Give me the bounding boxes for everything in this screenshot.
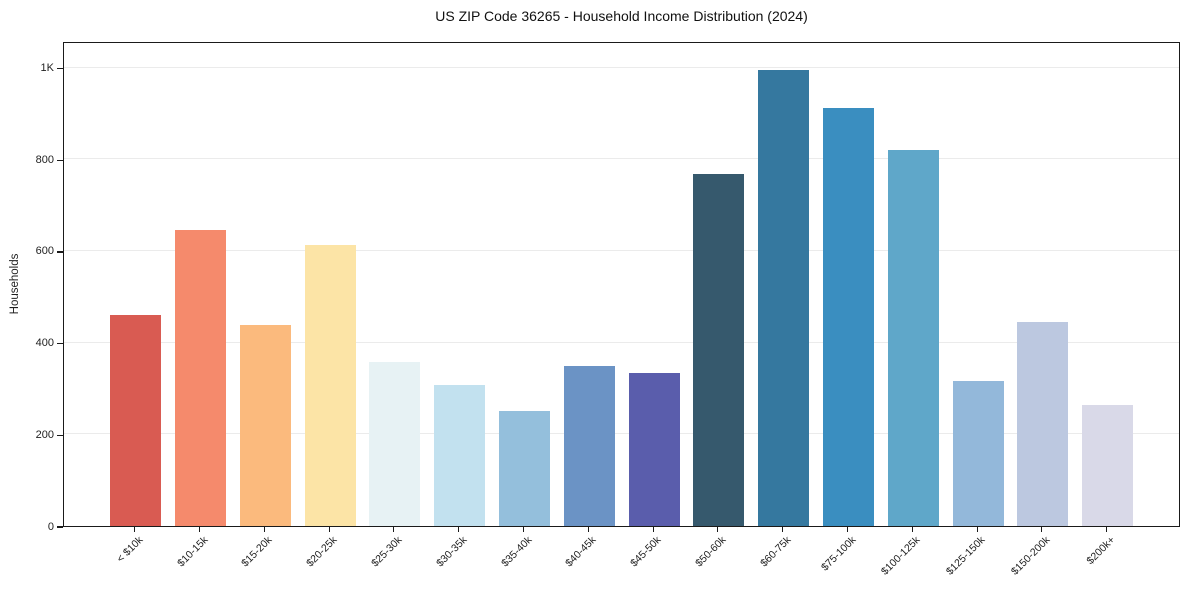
y-tick-label-1K: 1K	[40, 62, 54, 75]
y-tick-label-800: 800	[35, 153, 54, 166]
bar-$60-75k	[758, 69, 810, 526]
bar-$150-200k	[1017, 322, 1069, 526]
bar-$45-50k	[628, 372, 680, 526]
x-tick-mark-$75-100k	[846, 527, 849, 532]
x-tick-mark-$20-25k	[328, 527, 330, 532]
x-tick-mark-$35-40k	[522, 527, 525, 532]
bar-$20-25k	[304, 245, 356, 526]
x-tick-mark-$200k+	[1106, 527, 1108, 532]
y-tick-label-400: 400	[35, 337, 54, 350]
x-tick-label-< $10k: < $10k	[114, 534, 146, 565]
y-tick-label-600: 600	[35, 245, 54, 258]
bar-$25-30k	[369, 361, 421, 526]
bar-$125-150k	[952, 381, 1004, 526]
plot-area	[63, 42, 1180, 527]
x-tick-mark-$45-50k	[652, 527, 654, 532]
chart-title: US ZIP Code 36265 - Household Income Dis…	[435, 8, 808, 24]
bar-$75-100k	[823, 107, 874, 526]
y-tick-mark-600	[57, 251, 63, 253]
x-tick-mark-$15-20k	[263, 527, 265, 532]
gridline-800	[64, 158, 1179, 160]
x-tick-mark-$30-35k	[458, 527, 460, 532]
x-tick-mark-$150-200k	[1041, 527, 1043, 532]
x-tick-mark-$50-60k	[717, 527, 719, 532]
x-tick-mark-$125-150k	[976, 527, 978, 532]
y-axis-label: Households	[9, 253, 21, 315]
gridline-1K	[64, 66, 1179, 68]
y-tick-mark-1K	[57, 68, 63, 70]
y-tick-mark-800	[57, 159, 63, 161]
x-tick-mark-$100-125k	[911, 527, 913, 532]
bar-$30-35k	[434, 384, 486, 526]
y-tick-label-200: 200	[35, 428, 54, 441]
gridline-600	[64, 249, 1179, 251]
gridline-400	[64, 341, 1179, 343]
bar-$15-20k	[239, 325, 291, 526]
x-tick-mark-$10-15k	[198, 527, 201, 532]
bar-$200k+	[1082, 405, 1134, 526]
bar-$40-45k	[563, 366, 615, 526]
y-tick-label-0: 0	[47, 520, 54, 533]
y-tick-mark-400	[57, 343, 63, 345]
bar-$100-125k	[887, 150, 939, 526]
bar-$35-40k	[499, 411, 550, 526]
bar-< $10k	[110, 315, 162, 526]
x-tick-mark-$40-45k	[587, 527, 589, 532]
bar-$50-60k	[693, 173, 745, 526]
x-tick-mark-$25-30k	[393, 527, 395, 532]
gridline-200	[64, 433, 1179, 435]
x-tick-mark-$60-75k	[782, 527, 784, 532]
x-tick-mark-< $10k	[134, 527, 136, 532]
bar-$10-15k	[175, 230, 226, 526]
y-tick-mark-0	[57, 526, 63, 528]
y-tick-mark-200	[57, 434, 63, 436]
